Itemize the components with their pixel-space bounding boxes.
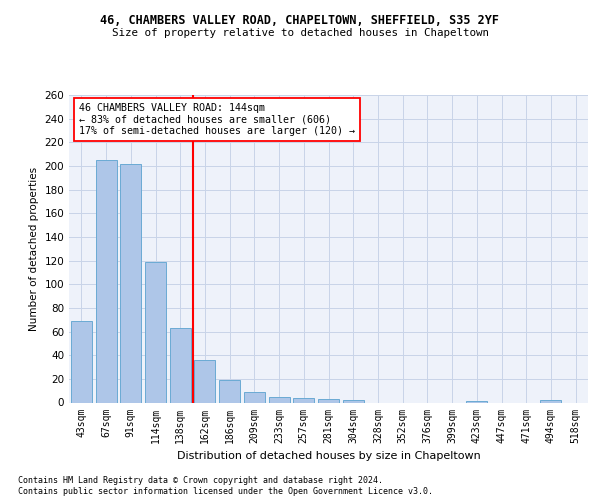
Text: Contains public sector information licensed under the Open Government Licence v3: Contains public sector information licen…: [18, 488, 433, 496]
Bar: [541, 400, 562, 402]
Bar: [343, 400, 364, 402]
Bar: [269, 396, 290, 402]
Bar: [145, 262, 166, 402]
Bar: [194, 360, 215, 403]
Bar: [170, 328, 191, 402]
Bar: [244, 392, 265, 402]
Bar: [219, 380, 240, 402]
Y-axis label: Number of detached properties: Number of detached properties: [29, 166, 39, 331]
Text: Size of property relative to detached houses in Chapeltown: Size of property relative to detached ho…: [112, 28, 488, 38]
X-axis label: Distribution of detached houses by size in Chapeltown: Distribution of detached houses by size …: [176, 451, 481, 461]
Text: Contains HM Land Registry data © Crown copyright and database right 2024.: Contains HM Land Registry data © Crown c…: [18, 476, 383, 485]
Bar: [71, 321, 92, 402]
Text: 46, CHAMBERS VALLEY ROAD, CHAPELTOWN, SHEFFIELD, S35 2YF: 46, CHAMBERS VALLEY ROAD, CHAPELTOWN, SH…: [101, 14, 499, 27]
Bar: [318, 399, 339, 402]
Bar: [95, 160, 116, 402]
Text: 46 CHAMBERS VALLEY ROAD: 144sqm
← 83% of detached houses are smaller (606)
17% o: 46 CHAMBERS VALLEY ROAD: 144sqm ← 83% of…: [79, 102, 355, 136]
Bar: [120, 164, 141, 402]
Bar: [293, 398, 314, 402]
